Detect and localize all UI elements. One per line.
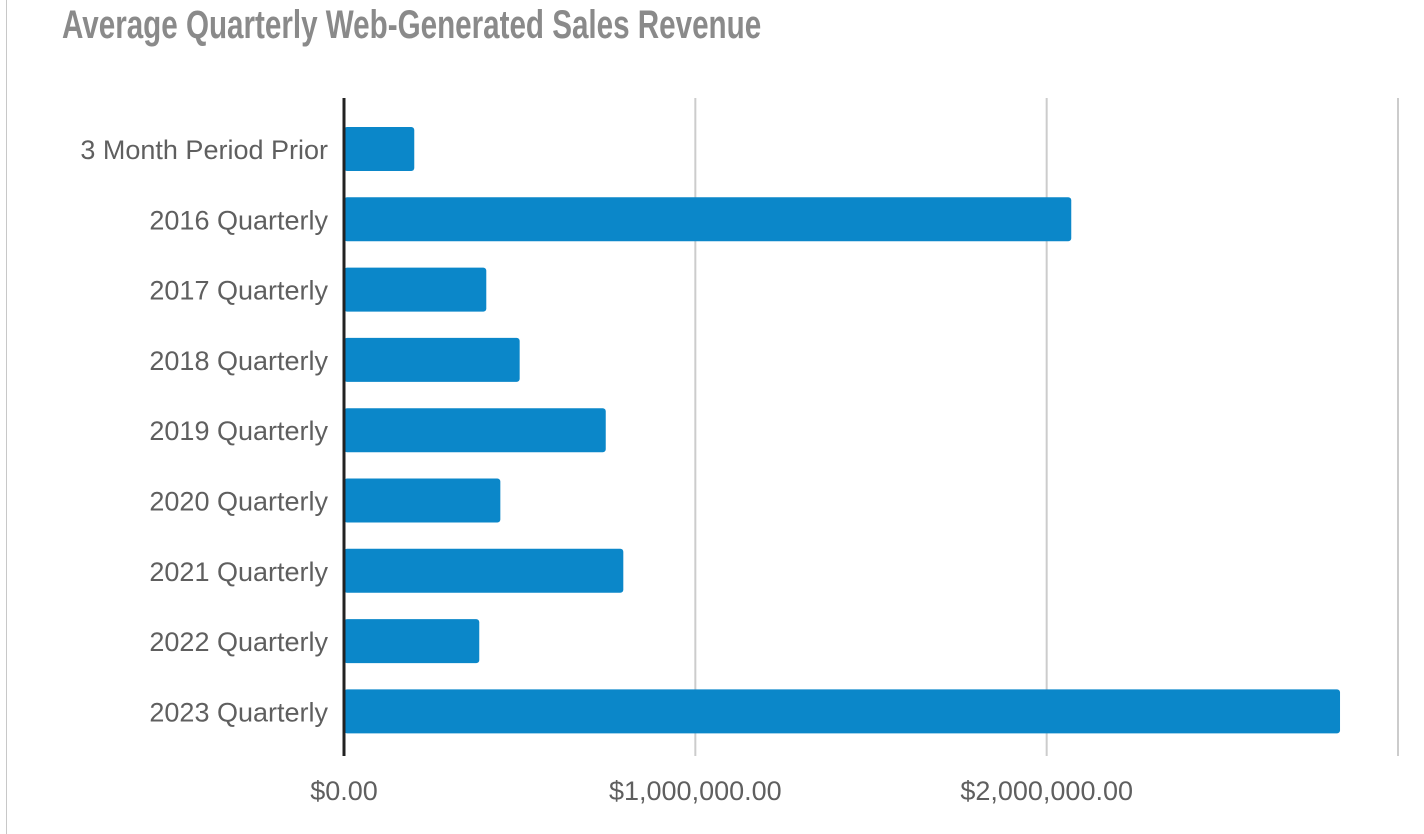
chart-title: Average Quarterly Web-Generated Sales Re…: [62, 3, 762, 47]
category-label: 2019 Quarterly: [149, 416, 328, 446]
bar: [344, 127, 415, 171]
category-label: 2018 Quarterly: [149, 346, 328, 376]
category-label: 2021 Quarterly: [149, 557, 328, 587]
x-tick-label: $0.00: [310, 776, 378, 806]
x-tick-label: $1,000,000.00: [609, 776, 782, 806]
category-label: 2016 Quarterly: [149, 205, 328, 235]
category-label: 3 Month Period Prior: [80, 135, 328, 165]
bar: [344, 267, 487, 312]
chart-frame-edge: [6, 0, 7, 834]
bar: [344, 478, 501, 523]
x-tick-labels: $0.00 $1,000,000.00 $2,000,000.00: [310, 776, 1133, 806]
bar: [344, 689, 1341, 734]
category-label: 2023 Quarterly: [149, 697, 328, 727]
category-label: 2022 Quarterly: [149, 627, 328, 657]
bar: [344, 619, 480, 664]
category-labels: 3 Month Period Prior 2016 Quarterly 2017 Q…: [80, 135, 328, 727]
bars: [344, 127, 1341, 734]
category-label: 2017 Quarterly: [149, 276, 328, 306]
gridlines: [694, 98, 1399, 756]
bar: [344, 197, 1072, 242]
x-tick-label: $2,000,000.00: [960, 776, 1133, 806]
category-label: 2020 Quarterly: [149, 487, 328, 517]
bar: [344, 408, 606, 453]
bar: [344, 337, 520, 382]
bar: [344, 548, 624, 593]
